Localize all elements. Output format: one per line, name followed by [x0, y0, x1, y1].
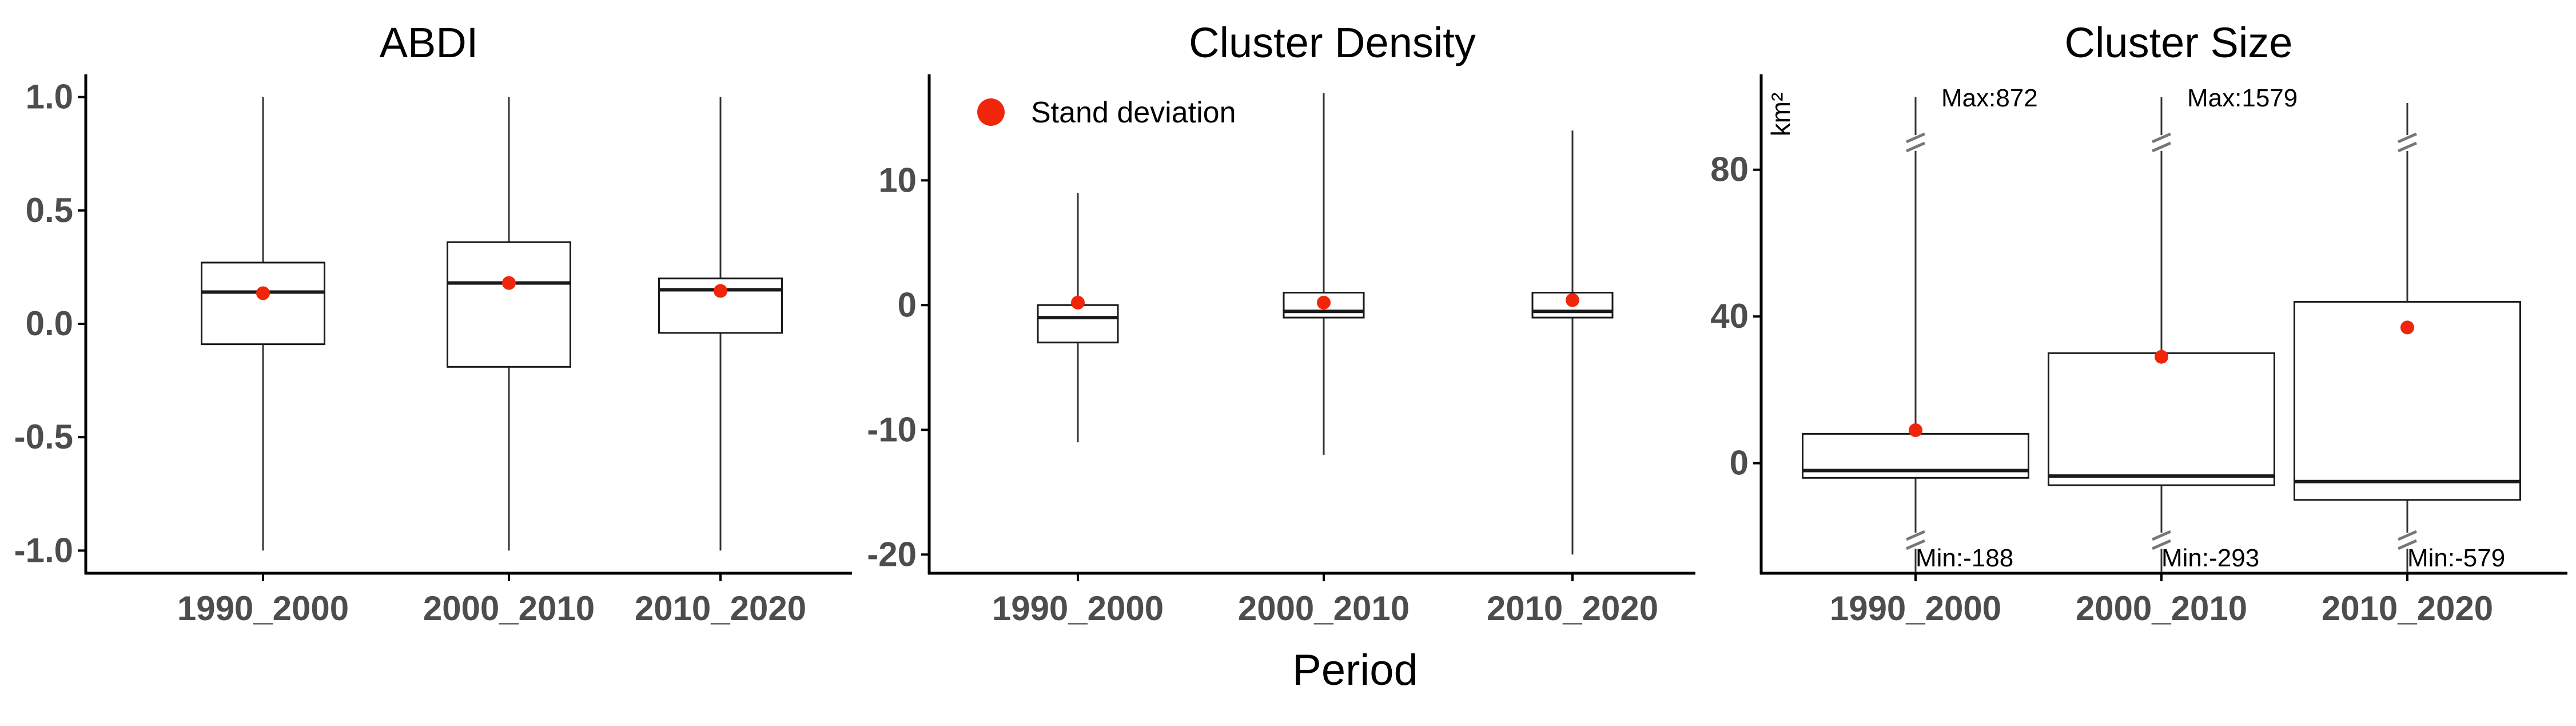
panel-title: Cluster Density — [1189, 19, 1476, 66]
axis-break-slash — [1905, 530, 1926, 541]
max-annotation: Max:1579 — [2187, 84, 2298, 112]
x-tick-label: 2000_2010 — [1238, 589, 1410, 628]
mean-point — [1909, 423, 1922, 437]
x-tick-label: 1990_2000 — [1830, 589, 2001, 628]
axis-break-marker — [1905, 132, 1926, 153]
y-tick-label: -1.0 — [14, 531, 73, 569]
iqr-box — [658, 277, 783, 334]
y-tick-label: 1.0 — [26, 78, 73, 116]
axis-break-marker — [2151, 132, 2172, 153]
iqr-box — [1037, 304, 1119, 344]
min-annotation: Min:-579 — [2407, 544, 2505, 572]
y-tick-label: 40 — [1710, 297, 1749, 335]
mean-point — [2155, 350, 2168, 364]
box-1990_2000 — [1037, 193, 1119, 443]
x-tick-label: 1990_2000 — [992, 589, 1164, 628]
x-tick-label: 2010_2020 — [2322, 589, 2493, 628]
y-tick-label: 80 — [1710, 150, 1749, 189]
y-tick-label: -10 — [867, 410, 917, 449]
x-axis-title: Period — [1292, 646, 1418, 695]
box-2010_2020 — [1531, 130, 1614, 555]
x-tick-label: 1990_2000 — [177, 589, 349, 628]
box-2000_2010 — [447, 97, 571, 551]
mean-point — [714, 284, 727, 298]
x-tick-label: 2010_2020 — [1487, 589, 1658, 628]
mean-point — [1317, 295, 1331, 310]
box-1990_2000 — [201, 97, 325, 551]
box-2010_2020 — [658, 97, 783, 551]
box-2000_2010: Max:1579 Min:-293 — [2048, 84, 2298, 572]
min-annotation: Min:-188 — [1916, 544, 2013, 572]
y-tick-label: 10 — [878, 161, 917, 199]
y-tick-label: 0 — [898, 285, 917, 324]
axis-break-slash — [2397, 141, 2418, 153]
panel-title: ABDI — [380, 19, 479, 66]
y-tick-label: -20 — [867, 535, 917, 573]
box-2000_2010 — [1283, 93, 1365, 455]
axis-break-slash — [2151, 539, 2172, 550]
axis-break-slash — [2151, 141, 2172, 153]
x-tick-label: 2010_2020 — [635, 589, 806, 628]
iqr-box — [2294, 301, 2521, 501]
box-1990_2000: Max:872 Min:-188 — [1802, 84, 2038, 572]
axis-break-slash — [2397, 530, 2418, 541]
mean-point — [1566, 293, 1579, 307]
legend-marker — [977, 98, 1005, 126]
iqr-box — [447, 241, 571, 368]
axis-break-slash — [2397, 539, 2418, 550]
axis-break-marker — [1905, 530, 1926, 550]
y-axis-unit: km² — [1766, 93, 1795, 137]
iqr-box — [2048, 352, 2275, 486]
axis-break-slash — [2151, 530, 2172, 541]
axis-break-marker — [2397, 530, 2418, 550]
axis-break-marker — [2151, 530, 2172, 550]
legend-label: Stand deviation — [1031, 96, 1236, 129]
panel-title: Cluster Size — [2065, 19, 2293, 66]
axis-break-slash — [2397, 132, 2418, 144]
y-tick-label: 0 — [1730, 444, 1749, 482]
iqr-box — [201, 261, 325, 346]
panel-1: ABDI -1.0 -0.5 0.0 0.5 1.0 1990_2000 2000_2010 2… — [14, 19, 852, 628]
mean-point — [2400, 320, 2414, 335]
axis-break-slash — [1905, 141, 1926, 153]
y-tick-label: 0.0 — [26, 304, 73, 343]
mean-point — [256, 286, 270, 300]
legend: Stand deviation — [977, 96, 1236, 129]
x-tick-label: 2000_2010 — [423, 589, 595, 628]
axis-break-slash — [1905, 539, 1926, 550]
mean-point — [1071, 295, 1085, 310]
x-tick-label: 2000_2010 — [2076, 589, 2247, 628]
axis-break-slash — [1905, 132, 1926, 144]
axis-break-marker — [2397, 132, 2418, 153]
axis-break-slash — [2151, 132, 2172, 144]
max-annotation: Max:872 — [1941, 84, 2038, 112]
y-tick-label: -0.5 — [14, 418, 73, 456]
panel-3: Cluster Size 0 40 80 1990_2000 2000_2010 2010_… — [1710, 19, 2567, 628]
min-annotation: Min:-293 — [2161, 544, 2259, 572]
panel-2: Cluster Density -20 -10 0 10 1990_2000 2000_20… — [867, 19, 1695, 628]
y-tick-label: 0.5 — [26, 191, 73, 229]
mean-point — [502, 276, 516, 290]
box-2010_2020: Min:-579 — [2294, 103, 2521, 572]
